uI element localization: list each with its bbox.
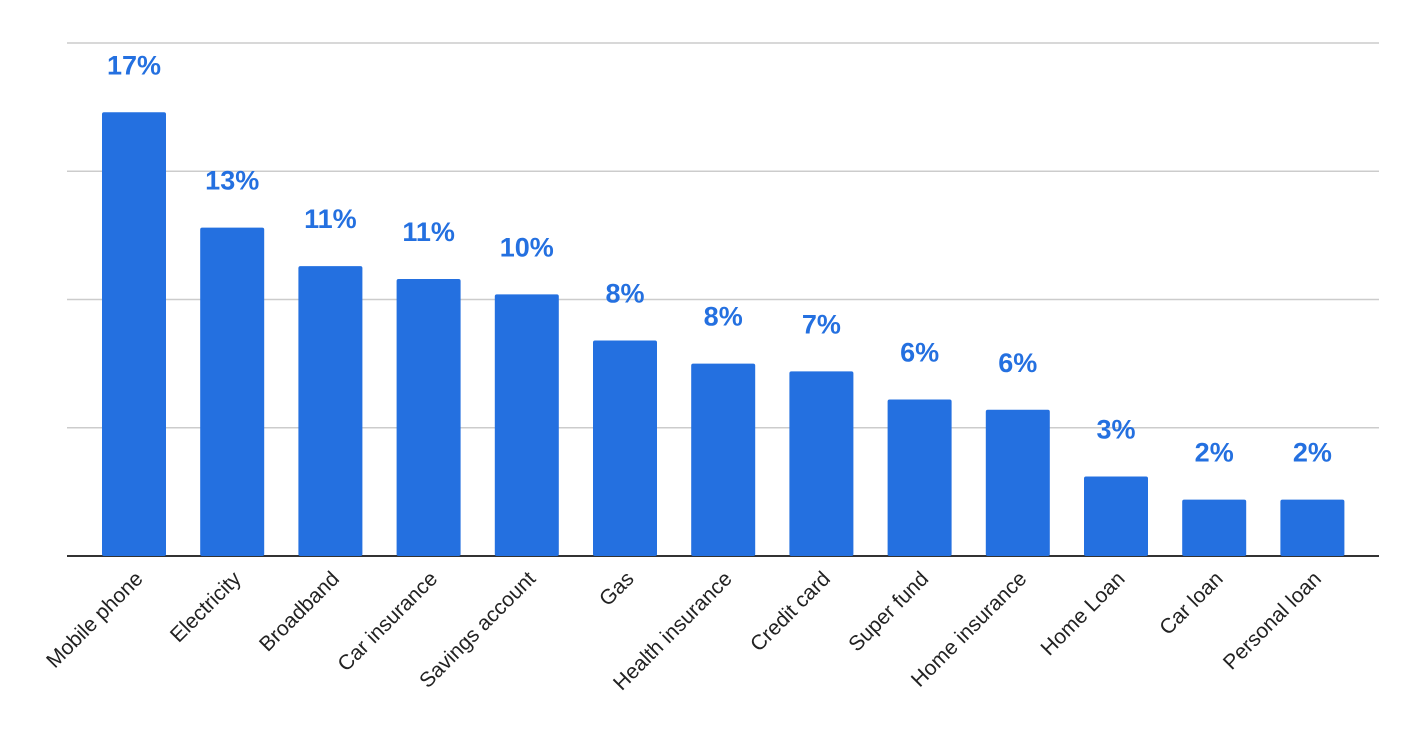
x-tick-label: Gas: [595, 567, 638, 610]
bar: [200, 227, 265, 556]
data-label: 6%: [998, 348, 1037, 378]
x-tick-label: Broadband: [255, 567, 344, 656]
bar: [298, 266, 363, 556]
data-label: 8%: [704, 302, 743, 332]
bar: [102, 112, 166, 556]
bar: [691, 363, 756, 556]
bar: [1182, 499, 1247, 556]
data-label: 2%: [1195, 438, 1234, 468]
x-tick-label: Credit card: [746, 567, 835, 656]
bar: [789, 371, 854, 556]
data-label: 3%: [1096, 414, 1135, 444]
bar: [985, 409, 1050, 556]
bar: [1280, 499, 1345, 556]
bar: [593, 340, 657, 556]
data-label: 7%: [802, 309, 841, 339]
x-tick-label: Car insurance: [333, 567, 442, 676]
data-label: 6%: [900, 338, 939, 368]
x-tick-label: Mobile phone: [42, 567, 147, 672]
bar: [396, 278, 461, 556]
x-tick-label: Personal loan: [1219, 567, 1326, 674]
data-label: 10%: [500, 232, 554, 262]
data-labels: 17% 13% 11% 11% 10% 8% 8% 7% 6% 6% 3% 2% 2%: [107, 50, 1332, 467]
x-tick-label: Home Loan: [1036, 567, 1129, 660]
data-label: 17%: [107, 50, 161, 80]
bar: [887, 399, 952, 556]
x-tick-label: Super fund: [844, 567, 933, 656]
data-label: 11%: [304, 204, 357, 234]
x-tick-label: Electricity: [166, 567, 246, 647]
data-label: 11%: [402, 217, 455, 247]
x-tick-label: Car loan: [1155, 567, 1227, 639]
bars: [102, 112, 1345, 556]
bar: [494, 294, 559, 556]
data-label: 13%: [205, 166, 259, 196]
bar: [1084, 476, 1148, 556]
data-label: 8%: [605, 279, 644, 309]
data-label: 2%: [1293, 438, 1332, 468]
